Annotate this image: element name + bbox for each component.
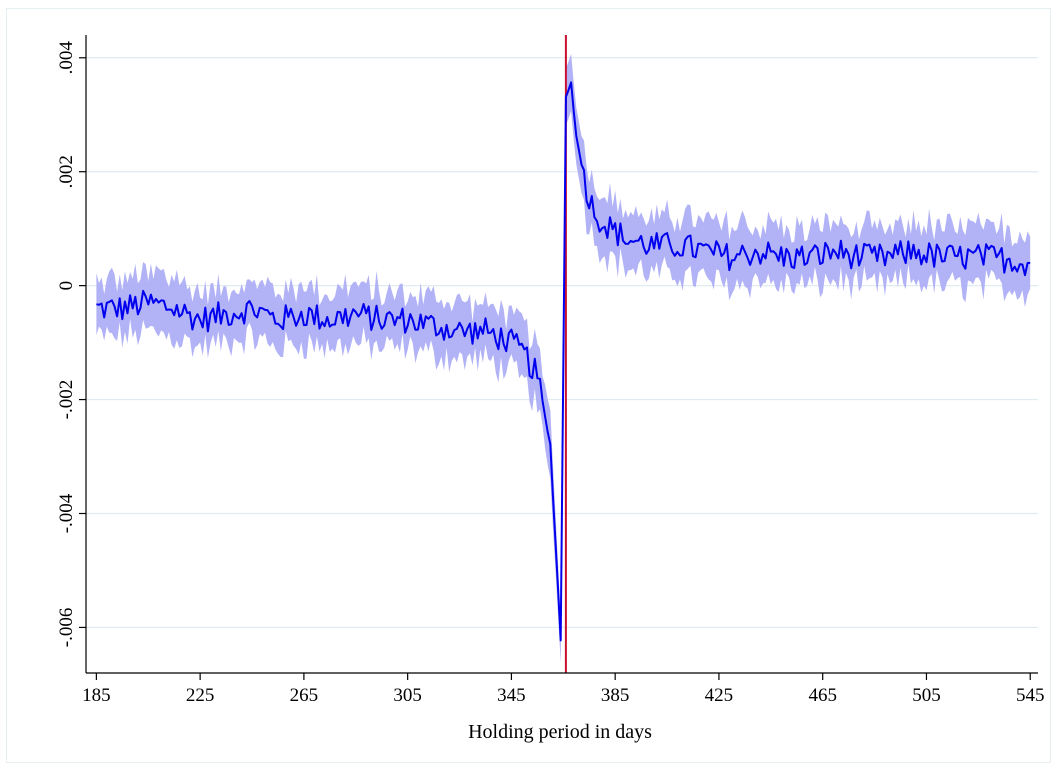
gridlines	[86, 57, 1038, 629]
axes: 185 225 265 305 345 385 425 465 505 545 -.006 -.004…	[56, 35, 1044, 706]
x-tick-label-3: 305	[393, 685, 422, 706]
y-tick-label-4: .002	[56, 155, 77, 188]
x-tick-label-2: 265	[290, 685, 319, 706]
x-tick-label-8: 505	[912, 685, 941, 706]
x-tick-label-1: 225	[186, 685, 215, 706]
series-line	[96, 81, 1031, 642]
x-tick-label-7: 465	[808, 685, 837, 706]
y-tick-label-3: 0	[56, 281, 77, 291]
y-tick-label-2: -.002	[56, 380, 77, 420]
x-axis-title: Holding period in days	[468, 721, 652, 743]
x-tick-label-0: 185	[82, 685, 111, 706]
estimate-line	[96, 81, 1031, 642]
x-tick-label-9: 545	[1016, 685, 1045, 706]
y-tick-label-1: -.004	[56, 493, 77, 533]
y-tick-label-5: .004	[56, 41, 77, 75]
x-tick-label-6: 425	[705, 685, 734, 706]
y-tick-label-0: -.006	[56, 608, 77, 648]
x-tick-label-5: 385	[601, 685, 630, 706]
x-tick-label-4: 345	[497, 685, 526, 706]
